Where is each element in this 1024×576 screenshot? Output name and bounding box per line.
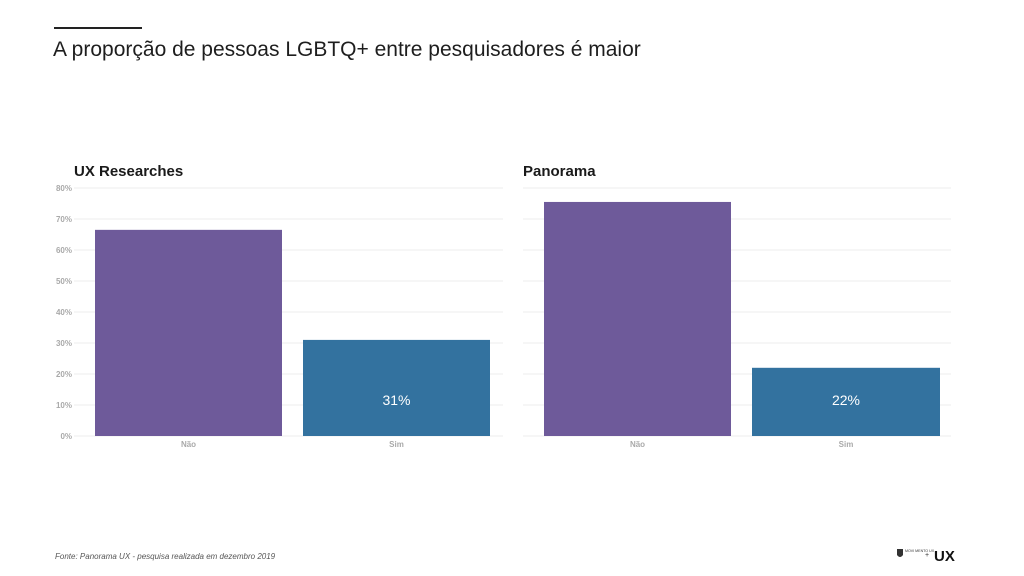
bar-nao bbox=[544, 201, 731, 436]
movimento-ux-logo: MOVI MENTO UX + UX bbox=[897, 548, 955, 564]
y-tick-label: 0% bbox=[60, 432, 72, 441]
logo-ux-mark: UX bbox=[934, 548, 955, 564]
y-tick-label: 30% bbox=[56, 339, 72, 348]
bar-nao bbox=[95, 229, 282, 436]
chart-title: Panorama bbox=[523, 163, 596, 180]
x-category-label: Sim bbox=[839, 440, 854, 449]
bar-sim bbox=[752, 367, 940, 436]
y-tick-label: 10% bbox=[56, 401, 72, 410]
logo-plus: + bbox=[925, 552, 929, 559]
title-rule bbox=[54, 27, 142, 29]
x-category-label: Sim bbox=[389, 440, 404, 449]
shield-icon bbox=[897, 549, 903, 557]
data-label: 22% bbox=[832, 392, 860, 408]
y-tick-label: 40% bbox=[56, 308, 72, 317]
x-category-label: Não bbox=[630, 440, 645, 449]
source-note: Fonte: Panorama UX - pesquisa realizada … bbox=[55, 552, 276, 561]
x-category-label: Não bbox=[181, 440, 196, 449]
logo-small-text: MOVI MENTO UX bbox=[905, 549, 935, 553]
y-tick-label: 80% bbox=[56, 184, 72, 193]
chart-title: UX Researches bbox=[74, 163, 183, 180]
y-tick-label: 60% bbox=[56, 246, 72, 255]
y-tick-label: 20% bbox=[56, 370, 72, 379]
y-tick-label: 70% bbox=[56, 215, 72, 224]
page-title: A proporção de pessoas LGBTQ+ entre pesq… bbox=[53, 38, 641, 61]
bar-sim bbox=[303, 339, 490, 436]
data-label: 31% bbox=[382, 392, 410, 408]
y-tick-label: 50% bbox=[56, 277, 72, 286]
